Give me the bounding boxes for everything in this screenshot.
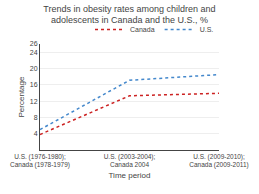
svg-text:24: 24	[30, 49, 38, 56]
svg-text:16: 16	[30, 81, 38, 88]
svg-text:U.S.: U.S.	[200, 26, 214, 33]
svg-text:Time period: Time period	[109, 171, 151, 180]
svg-text:U.S. (1976-1980);Canada (1978-: U.S. (1976-1980);Canada (1978-1979)	[10, 153, 70, 169]
svg-text:12: 12	[30, 98, 38, 105]
svg-text:8: 8	[34, 114, 38, 121]
svg-text:4: 4	[34, 130, 38, 137]
svg-text:U.S. (2009-2010);Canada (2009-: U.S. (2009-2010);Canada (2009-2011)	[189, 153, 249, 169]
svg-text:Trends in obesity rates among: Trends in obesity rates among children a…	[43, 4, 215, 26]
svg-text:26: 26	[30, 40, 38, 47]
svg-text:20: 20	[30, 65, 38, 72]
svg-text:Canada: Canada	[130, 26, 155, 33]
svg-text:U.S. (2003-2004);Canada 2004: U.S. (2003-2004);Canada 2004	[104, 153, 156, 168]
svg-text:Percentage: Percentage	[17, 76, 26, 117]
